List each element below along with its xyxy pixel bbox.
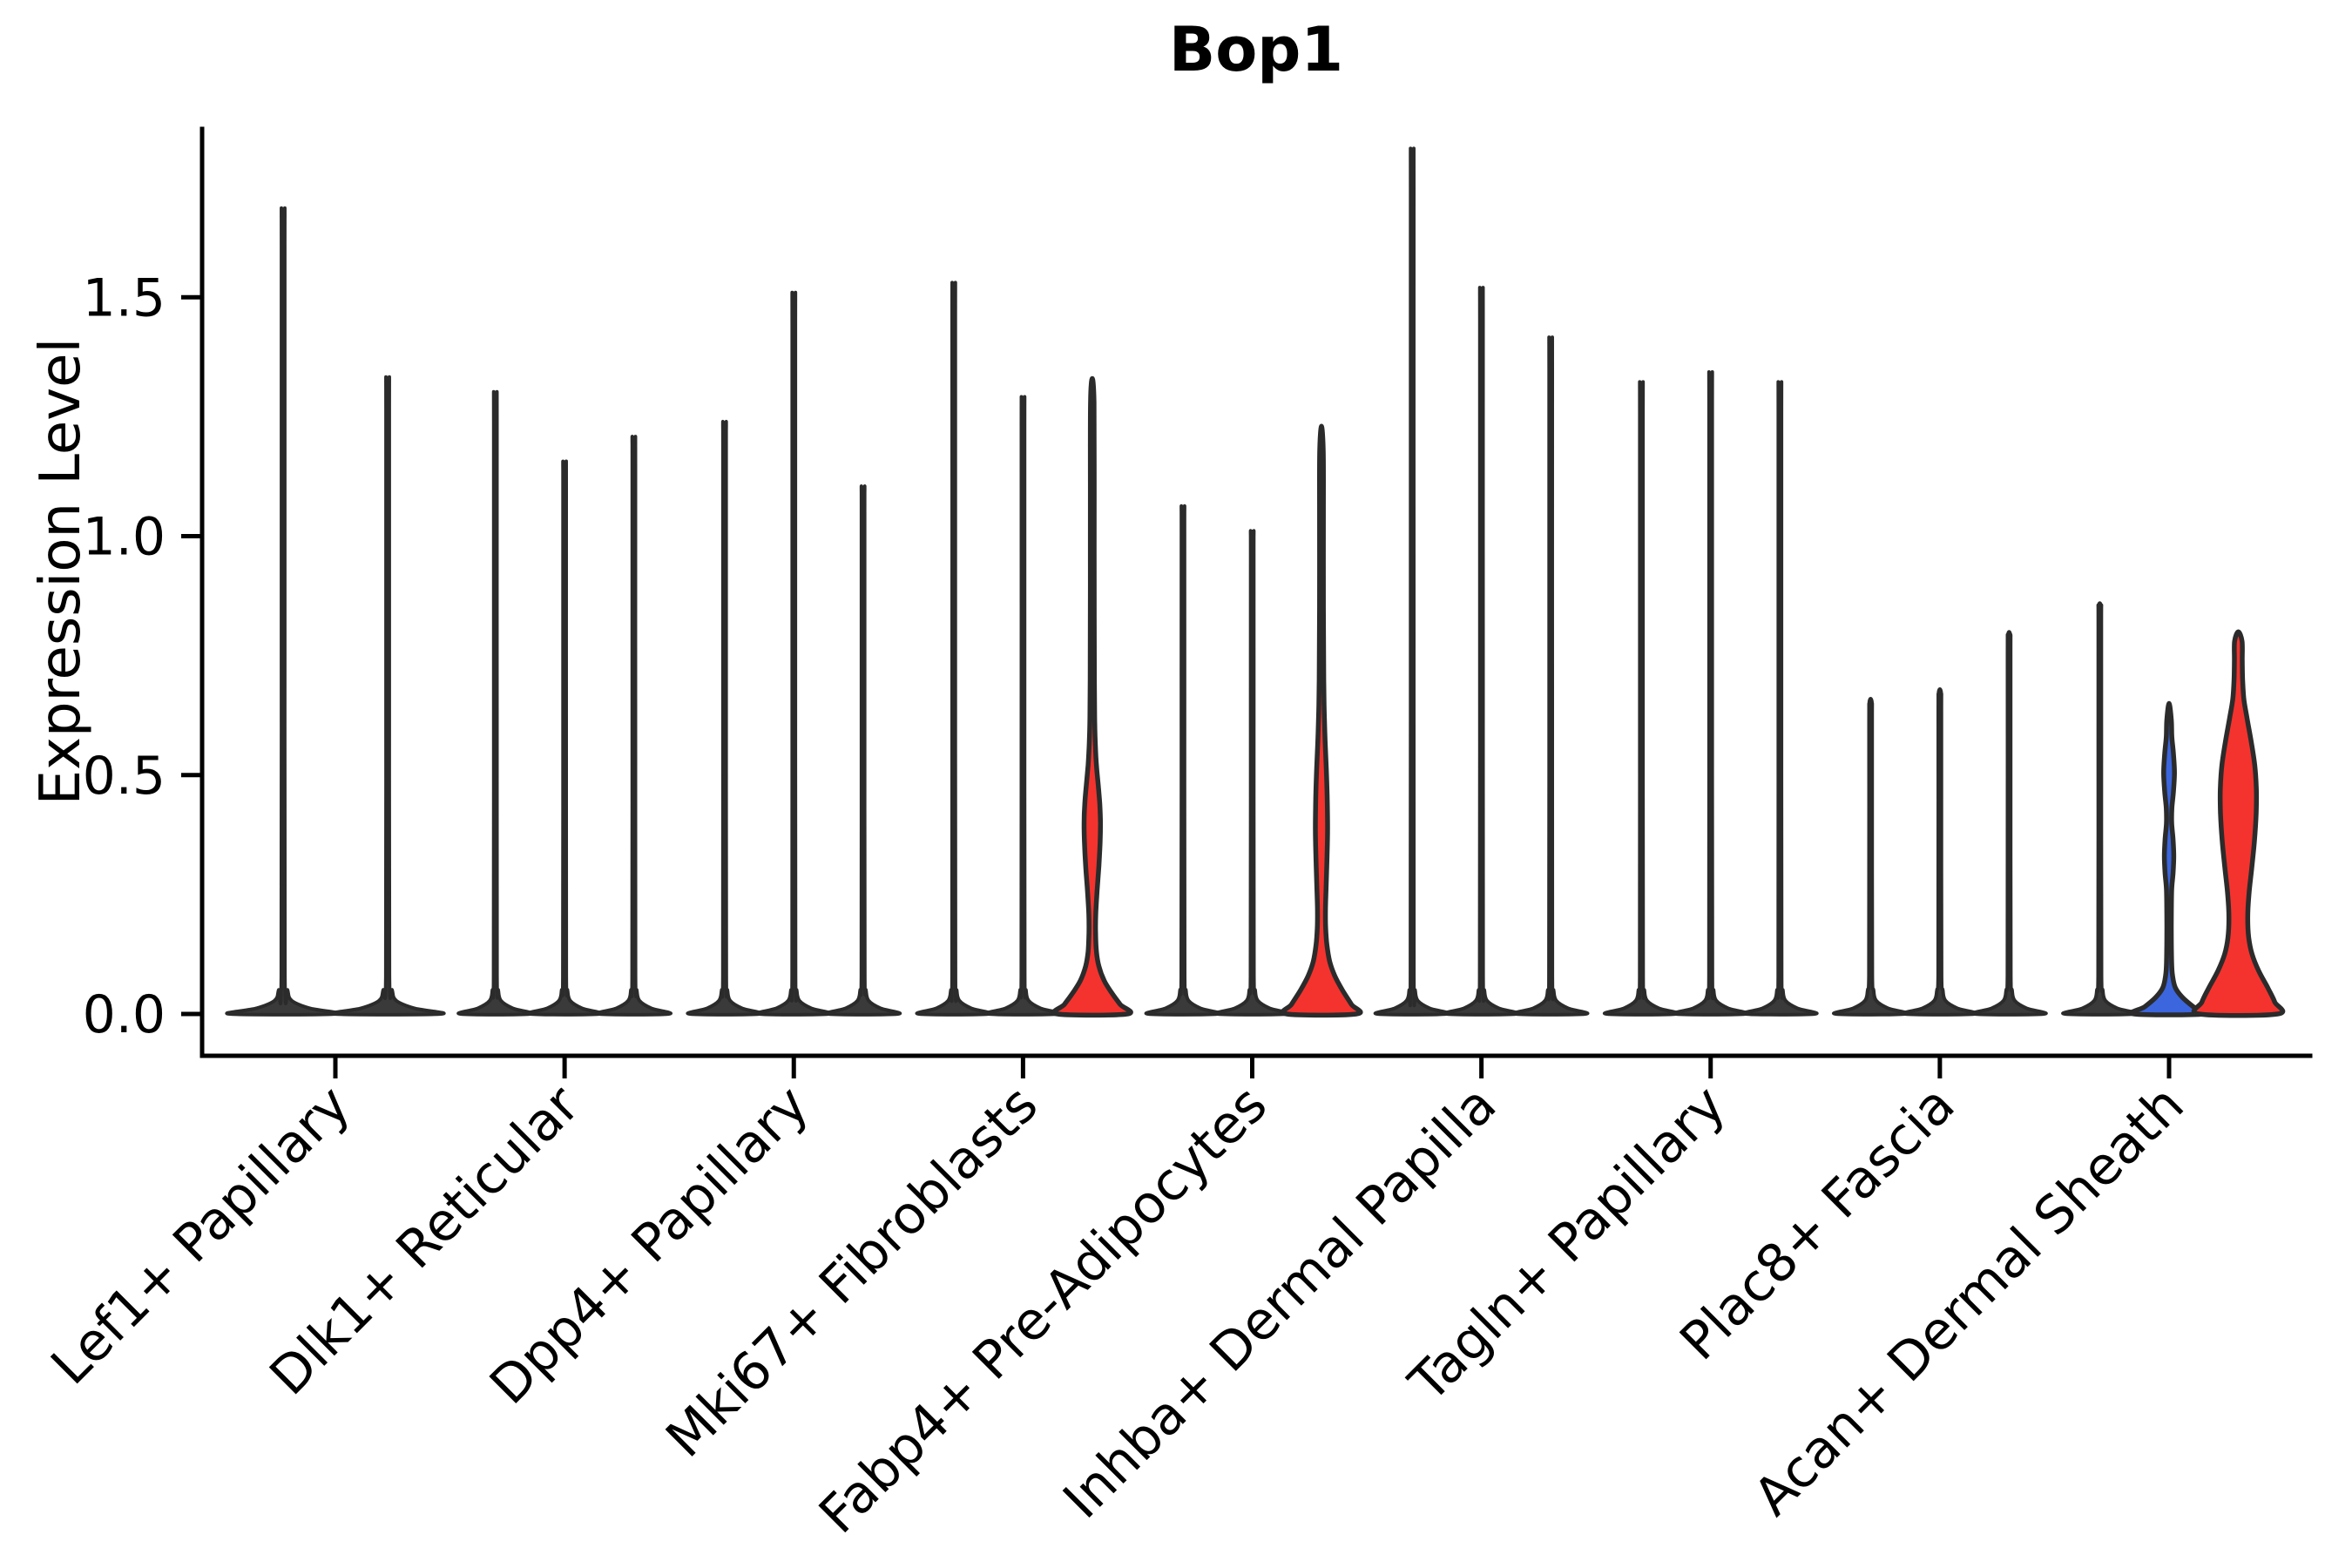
violin-spike xyxy=(225,206,341,1017)
violin-spike xyxy=(1443,286,1520,1017)
violin-spike xyxy=(686,420,764,1017)
violin-spike xyxy=(329,375,446,1017)
y-tick-label: 1.5 xyxy=(83,267,166,328)
violin-spike xyxy=(1741,380,1819,1017)
violin-spike xyxy=(1373,146,1451,1017)
violin-spike xyxy=(1213,529,1291,1017)
violin-spike xyxy=(824,484,902,1017)
x-tick-label: Inhba+ Dermal Papilla xyxy=(1051,1074,1508,1531)
violin-spike xyxy=(1832,697,1909,1017)
violin-spike xyxy=(1672,370,1750,1017)
y-tick-label: 0.5 xyxy=(83,746,166,807)
x-tick-label: Fabp4+ Pre-Adipocytes xyxy=(808,1074,1279,1545)
axis-spines xyxy=(199,126,2313,1058)
violin-spike xyxy=(1511,335,1590,1017)
y-tick-label: 0.0 xyxy=(83,984,166,1045)
violin-spike xyxy=(984,395,1062,1017)
violin-spike xyxy=(2061,601,2139,1017)
violin-spike xyxy=(1603,380,1680,1017)
violin-spike xyxy=(456,389,534,1017)
violin-spike xyxy=(595,435,672,1017)
violin-spike xyxy=(755,290,833,1017)
violin-red xyxy=(2191,629,2286,1018)
violin-spike xyxy=(1970,630,2048,1017)
x-tick-label: Mki67+ Fibroblasts xyxy=(654,1074,1050,1470)
violin-red xyxy=(1280,423,1363,1018)
chart-title: Bop1 xyxy=(1168,14,1344,85)
violin-spike xyxy=(525,459,604,1017)
violin-spike xyxy=(1901,687,1979,1017)
violin-spike xyxy=(1144,504,1222,1017)
violin-blue xyxy=(2128,700,2210,1017)
violin-spike xyxy=(915,280,993,1017)
y-tick-label: 1.0 xyxy=(83,507,166,568)
violin-red xyxy=(1051,375,1133,1018)
y-axis-label: Expression Level xyxy=(29,337,93,806)
x-tick-label: Acan+ Dermal Sheath xyxy=(1742,1074,2196,1528)
